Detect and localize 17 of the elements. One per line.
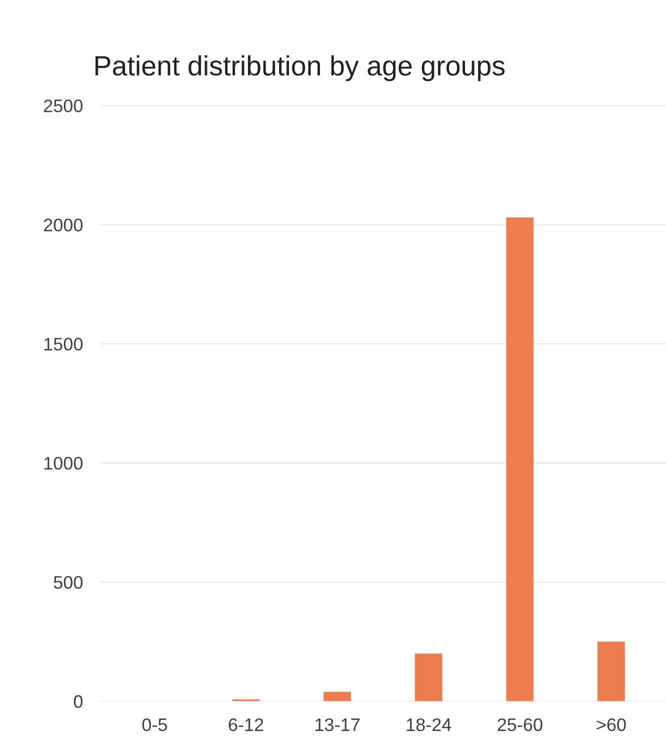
x-tick-label: 25-60: [498, 718, 542, 732]
bar: [598, 642, 625, 702]
chart-title: Patient distribution by age groups: [96, 55, 505, 82]
bar: [506, 218, 534, 702]
y-tick-label: 2500: [44, 99, 83, 112]
y-tick-label: 1500: [44, 338, 83, 351]
x-tick-label: 18-24: [406, 718, 452, 732]
x-tick-label: 13-17: [316, 718, 360, 732]
y-tick-label: 0: [74, 695, 83, 708]
y-tick-label: 1000: [44, 456, 83, 470]
y-tick-label: 500: [54, 576, 83, 589]
x-tick-label: >60: [596, 718, 626, 732]
x-tick-label: 0-5: [142, 718, 167, 732]
y-tick-label: 2000: [44, 218, 83, 232]
bar: [324, 692, 351, 702]
x-tick-label: 6-12: [228, 718, 264, 732]
bar: [414, 654, 442, 702]
